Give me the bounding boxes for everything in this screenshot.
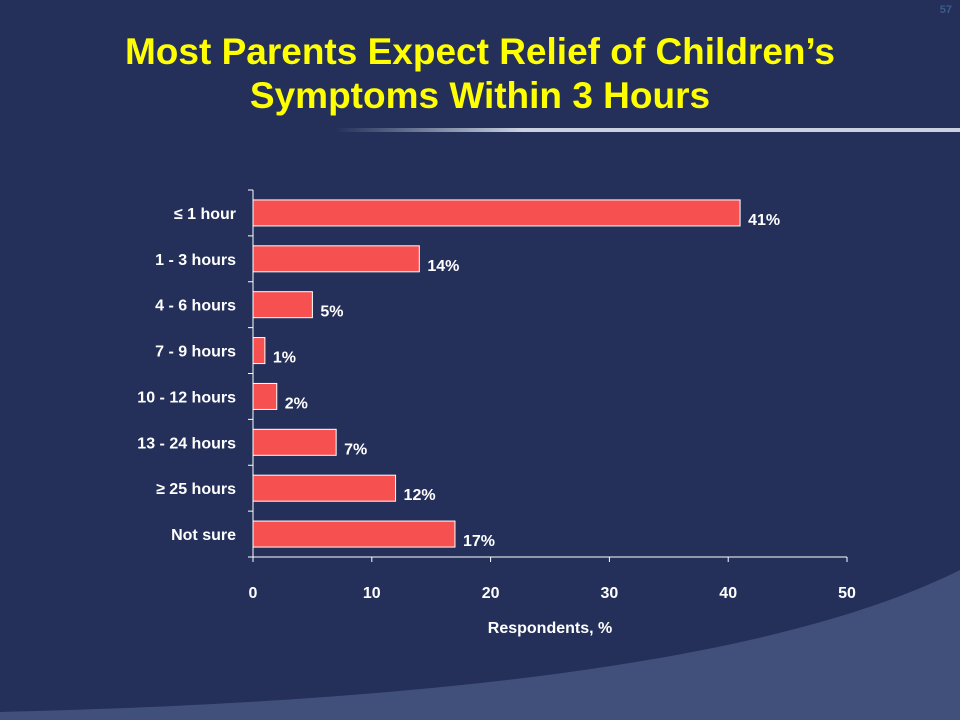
title-line-1: Most Parents Expect Relief of Children’s	[124, 31, 835, 72]
bar	[252, 291, 313, 319]
x-tick-label: 20	[482, 585, 500, 602]
category-label: 10 - 12 hours	[137, 389, 236, 406]
bar	[252, 474, 397, 502]
x-tick-label: 0	[249, 585, 258, 602]
category-label: Not sure	[171, 527, 236, 544]
data-label: 17%	[463, 533, 495, 550]
slide-number: 57	[939, 4, 952, 16]
data-label: 2%	[285, 395, 308, 412]
x-tick-label: 50	[838, 585, 856, 602]
data-label: 14%	[427, 258, 459, 275]
data-label: 12%	[404, 487, 436, 504]
category-label: 13 - 24 hours	[137, 435, 236, 452]
bar	[252, 245, 420, 273]
bar	[252, 520, 456, 548]
category-label: 7 - 9 hours	[155, 344, 236, 361]
data-label: 1%	[273, 350, 296, 367]
category-label: 1 - 3 hours	[155, 252, 236, 269]
x-tick-label: 40	[719, 585, 737, 602]
title-line-2: Symptoms Within 3 Hours	[249, 75, 711, 116]
data-label: 5%	[320, 304, 343, 321]
category-label: ≤ 1 hour	[174, 206, 236, 223]
page-title: Most Parents Expect Relief of Children’s…	[0, 30, 960, 118]
data-label: 7%	[344, 441, 367, 458]
x-axis-title: Respondents, %	[488, 620, 612, 637]
x-tick-label: 30	[601, 585, 619, 602]
category-label: ≥ 25 hours	[156, 481, 236, 498]
title-divider	[335, 128, 960, 132]
data-label: 41%	[748, 212, 780, 229]
bar	[252, 337, 266, 365]
bar	[252, 382, 278, 410]
x-tick-label: 10	[363, 585, 381, 602]
category-label: 4 - 6 hours	[155, 298, 236, 315]
bar	[252, 428, 337, 456]
bar	[252, 199, 741, 227]
